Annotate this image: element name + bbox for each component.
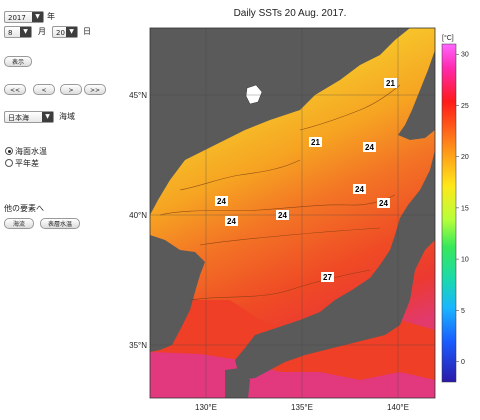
contour-label-group: 21 21 24 24 24 24 24 24 27 [215, 78, 397, 282]
colorbar-tick-label: 30 [461, 52, 469, 59]
chevron-down-icon: ▼ [66, 27, 77, 37]
year-unit-label: 年 [47, 12, 55, 21]
colorbar-tick-label: 20 [461, 154, 469, 161]
sea-area-label: 海域 [59, 112, 75, 121]
contour-label: 21 [386, 79, 395, 88]
sea-area-select[interactable]: 日本海 ▼ [4, 111, 54, 123]
map-frame [149, 27, 436, 399]
day-unit-label: 日 [83, 27, 91, 36]
colorbar-tick-label: 15 [461, 205, 469, 212]
island [245, 84, 263, 105]
lat-label-45n: 45°N [129, 91, 147, 100]
lon-label-140e: 140°E [387, 403, 409, 412]
nav-last-button[interactable]: >> [84, 84, 106, 95]
lat-label-40n: 40°N [129, 211, 147, 220]
contour-label: 24 [227, 217, 236, 226]
colorbar-tick-label: 10 [461, 257, 469, 264]
contour-label: 24 [379, 199, 388, 208]
radio-anomaly[interactable] [5, 159, 13, 167]
month-value: 8 [8, 29, 13, 37]
radio-sst[interactable] [5, 147, 13, 155]
sea-area-value: 日本海 [8, 114, 29, 122]
contour-label: 24 [365, 143, 374, 152]
korean-peninsula [150, 235, 205, 352]
contour-label: 24 [217, 197, 226, 206]
surface-temp-button[interactable]: 表層水温 [40, 218, 80, 229]
nav-prev-button[interactable]: < [33, 84, 55, 95]
lon-label-130e: 130°E [195, 403, 217, 412]
contour-label: 24 [355, 185, 364, 194]
year-value: 2017 [8, 14, 26, 22]
map-title: Daily SSTs 20 Aug. 2017. [233, 8, 347, 19]
contour-label: 21 [311, 138, 320, 147]
hot-water-region [150, 352, 435, 398]
colorbar-tick-label: 5 [461, 308, 465, 315]
japan-honshu [235, 150, 435, 380]
colorbar-unit: [°C] [442, 34, 454, 42]
day-select[interactable]: 20 ▼ [52, 26, 78, 38]
month-unit-label: 月 [38, 27, 46, 36]
contour-lines [159, 84, 401, 301]
nav-first-button[interactable]: << [4, 84, 26, 95]
day-value: 20 [56, 29, 65, 37]
radio-sst-label: 海面水温 [15, 147, 47, 156]
lon-label-135e: 135°E [291, 403, 313, 412]
colorbar-tick-label: 25 [461, 103, 469, 110]
nav-next-button[interactable]: > [60, 84, 82, 95]
asia-mainland [150, 28, 410, 215]
graticule [150, 28, 435, 398]
current-button[interactable]: 海流 [4, 218, 34, 229]
hokkaido [398, 50, 435, 140]
colorbar [441, 43, 457, 383]
colorbar-ticks: 30 25 20 15 10 5 0 [456, 52, 469, 366]
chevron-down-icon: ▼ [42, 112, 53, 122]
year-select[interactable]: 2017 ▼ [4, 11, 44, 23]
colorbar-tick-label: 0 [461, 359, 465, 366]
lat-label-35n: 35°N [129, 341, 147, 350]
chevron-down-icon: ▼ [32, 12, 43, 22]
chevron-down-icon: ▼ [20, 27, 31, 37]
radio-anomaly-label: 平年差 [15, 159, 39, 168]
contour-label: 24 [278, 211, 287, 220]
month-select[interactable]: 8 ▼ [4, 26, 32, 38]
kyushu [225, 368, 250, 398]
other-elements-label: 他の要素へ [4, 204, 44, 213]
contour-label: 27 [323, 273, 332, 282]
show-button[interactable]: 表示 [4, 56, 32, 67]
